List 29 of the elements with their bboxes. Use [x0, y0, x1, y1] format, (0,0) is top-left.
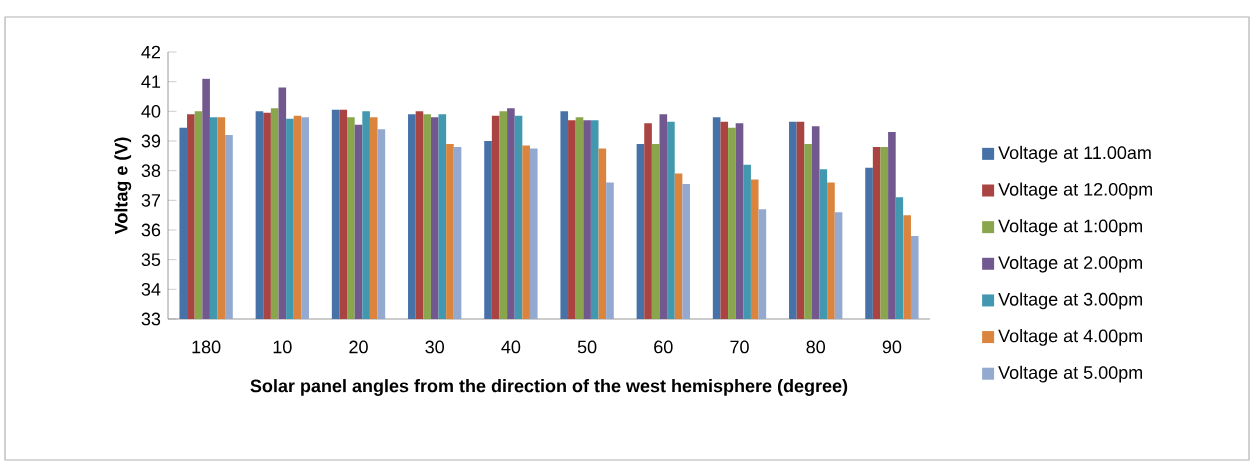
legend-label: Voltage at 1:00pm — [998, 219, 1142, 236]
y-tick-label: 40 — [141, 104, 161, 118]
x-axis-title: Solar panel angles from the direction of the west hemisphere (degree) — [250, 379, 848, 396]
legend-label: Voltage at 11.00am — [998, 145, 1151, 163]
y-tick-label: 33 — [141, 312, 161, 326]
x-tick-label: 50 — [577, 340, 597, 354]
legend-label: Voltage at 12.00pm — [998, 182, 1153, 200]
x-tick-label: 70 — [730, 340, 749, 354]
x-tick-label: 40 — [501, 340, 521, 354]
legend-label: Voltage at 2.00pm — [998, 255, 1142, 273]
y-tick-label: 41 — [141, 75, 161, 88]
y-tick-label: 34 — [141, 282, 161, 296]
x-tick-label: 90 — [882, 340, 902, 354]
y-axis-title: Voltag e (V) — [114, 137, 132, 235]
x-tick-label: 30 — [425, 340, 445, 354]
x-tick-label: 60 — [654, 340, 673, 354]
legend-label: Voltage at 4.00pm — [998, 329, 1142, 346]
x-tick-label: 180 — [192, 340, 221, 354]
y-tick-label: 39 — [141, 134, 161, 148]
y-tick-label: 37 — [141, 193, 161, 207]
legend-label: Voltage at 3.00pm — [998, 292, 1142, 310]
y-tick-label: 35 — [141, 253, 161, 267]
y-tick-label: 36 — [141, 223, 161, 237]
y-tick-label: 38 — [141, 164, 161, 178]
y-tick-label: 42 — [141, 45, 161, 59]
x-tick-label: 10 — [273, 340, 292, 354]
legend-label: Voltage at 5.00pm — [998, 365, 1142, 383]
x-tick-label: 20 — [349, 340, 368, 354]
x-tick-label: 80 — [806, 340, 826, 354]
